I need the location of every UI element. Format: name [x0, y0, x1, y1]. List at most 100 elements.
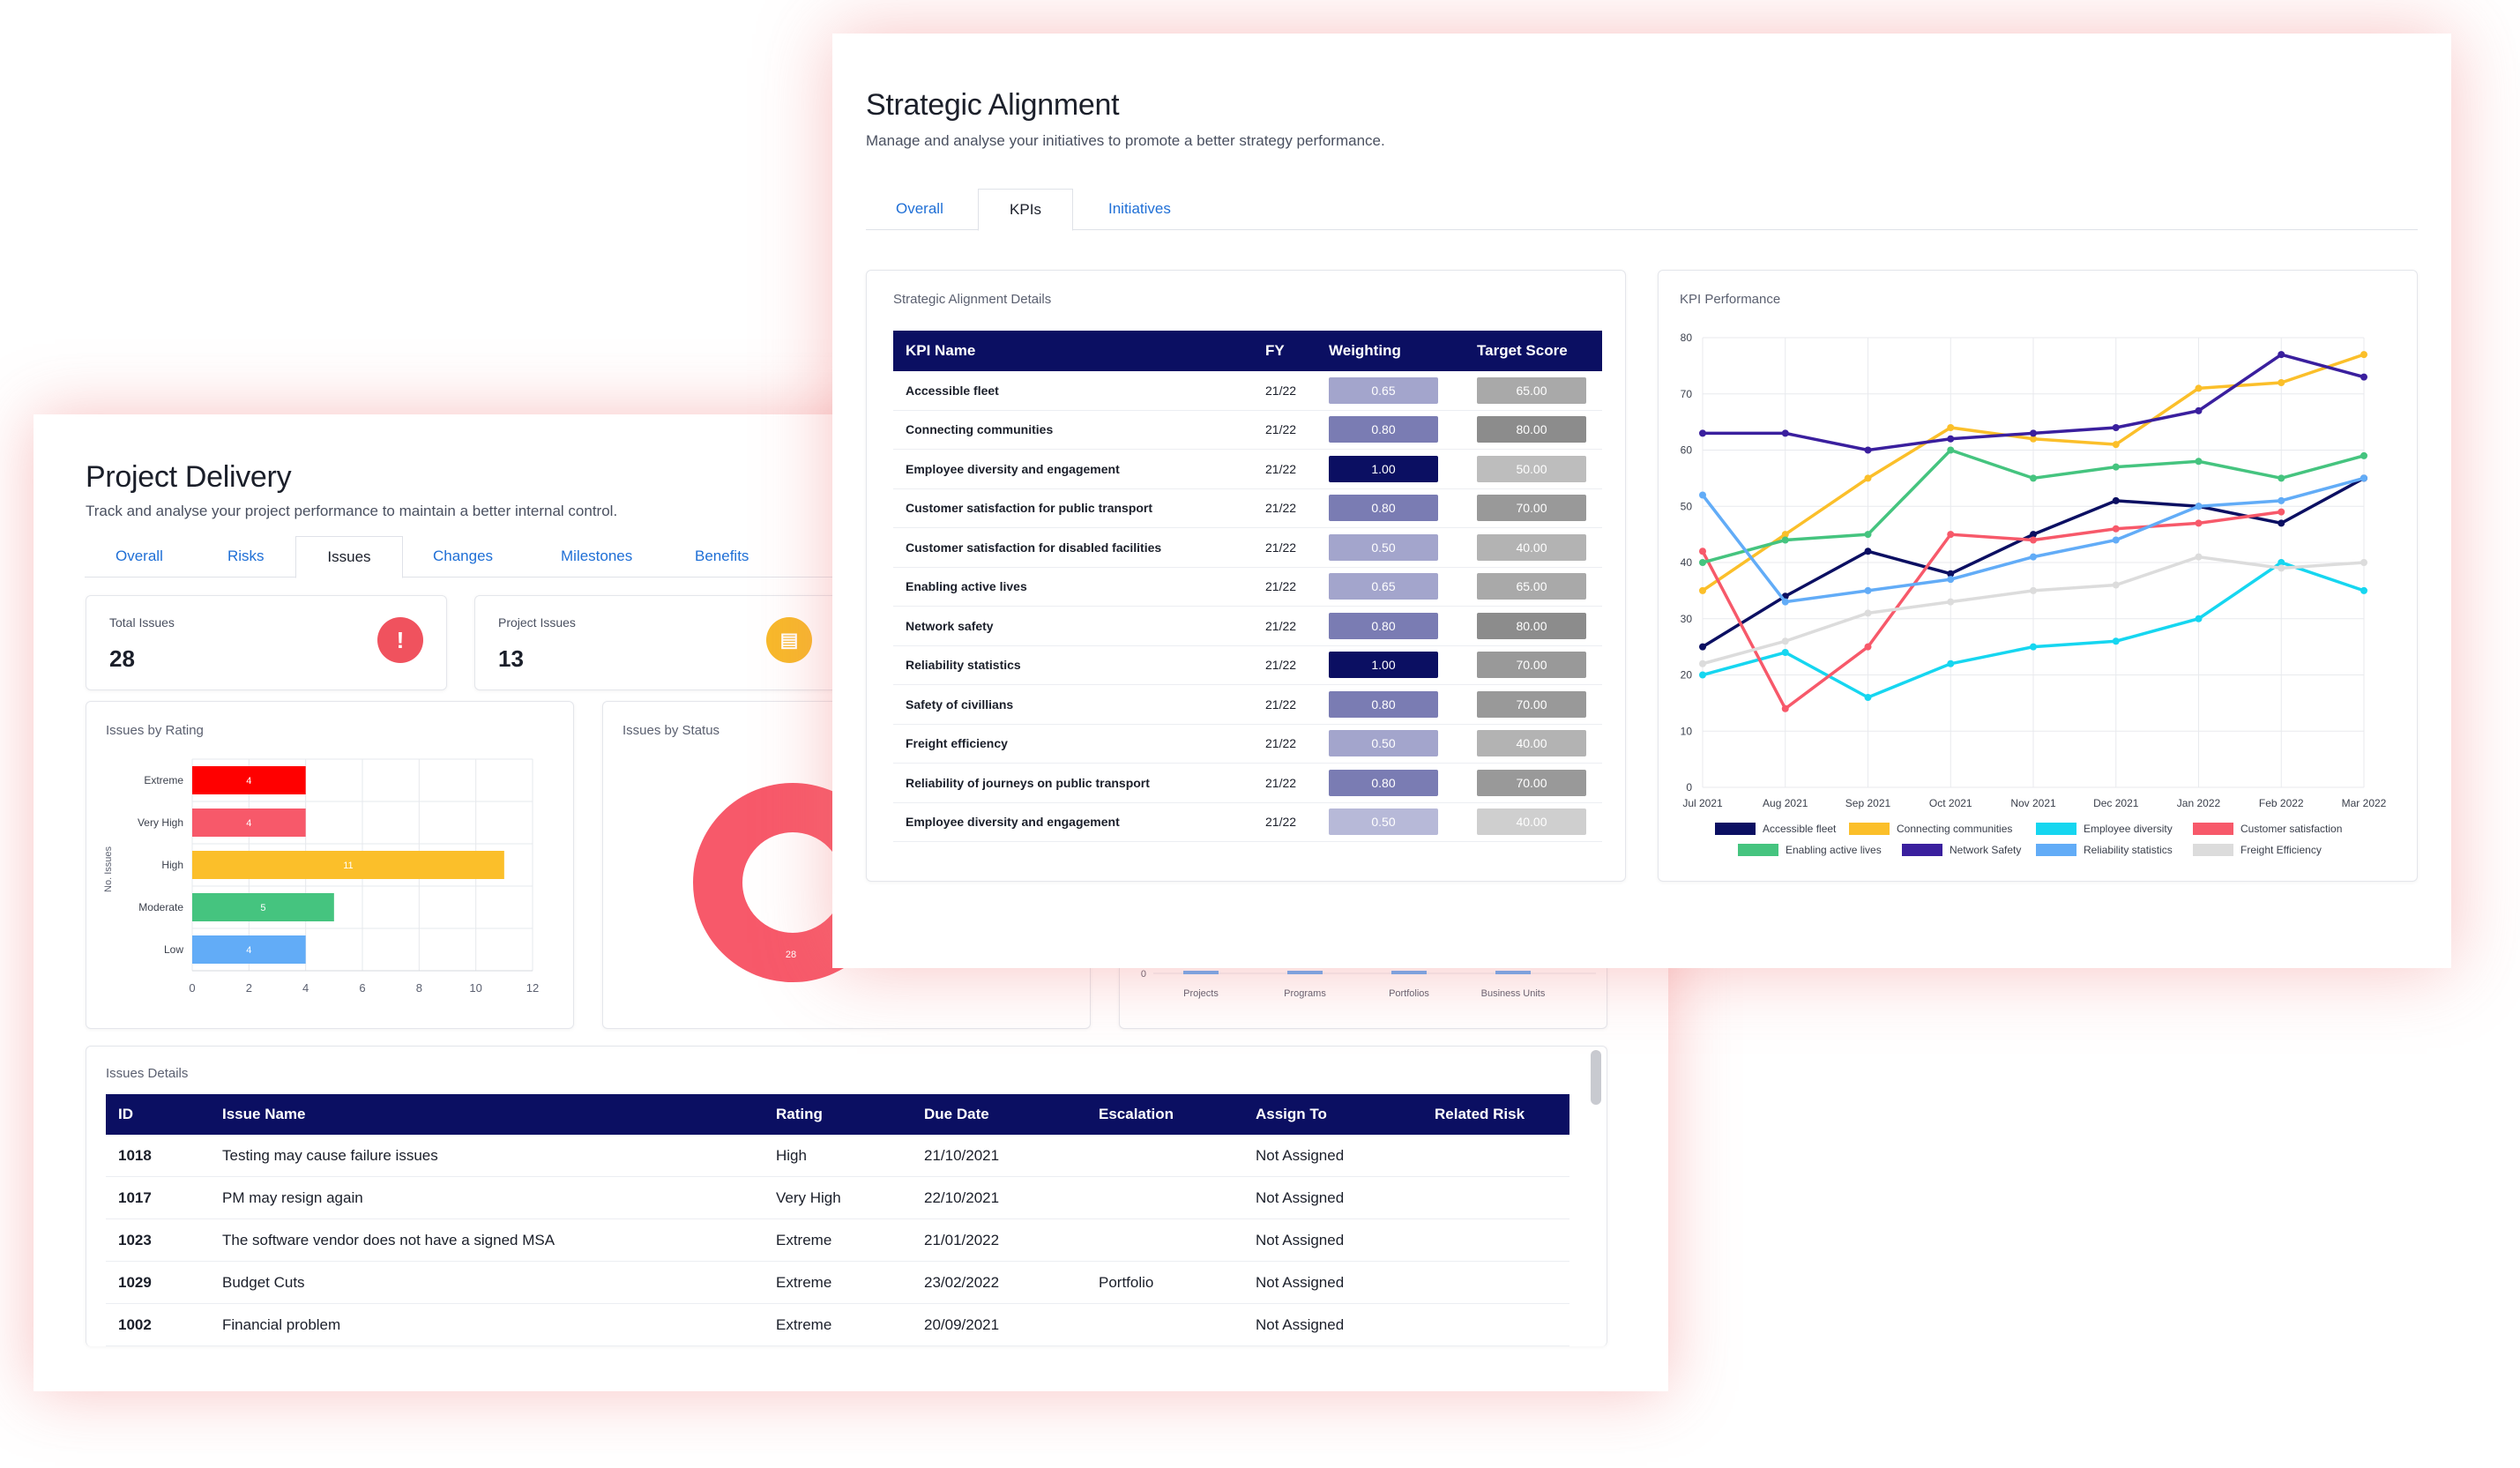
- data-point: [2278, 379, 2285, 386]
- fy-cell: 21/22: [1253, 645, 1316, 685]
- data-point: [1781, 637, 1789, 645]
- stat-label: Project Issues: [498, 615, 576, 630]
- y-tick-label: 20: [1681, 669, 1693, 682]
- column-header[interactable]: ID: [106, 1094, 210, 1135]
- kpi-name-cell: Enabling active lives: [893, 567, 1253, 607]
- table-row[interactable]: 1023 The software vendor does not have a …: [106, 1218, 1569, 1262]
- data-point: [2030, 643, 2037, 651]
- data-point: [1699, 548, 1706, 555]
- legend-label[interactable]: Connecting communities: [1897, 823, 2012, 835]
- x-tick-label: Jul 2021: [1682, 797, 1723, 809]
- table-row[interactable]: Customer satisfaction for disabled facil…: [893, 527, 1602, 568]
- column-header[interactable]: Escalation: [1086, 1094, 1243, 1135]
- fy-cell: 21/22: [1253, 763, 1316, 803]
- table-row[interactable]: Customer satisfaction for public transpo…: [893, 488, 1602, 528]
- weighting-badge: 0.65: [1329, 376, 1438, 404]
- tab-risks[interactable]: Risks: [227, 548, 265, 564]
- tab-issues[interactable]: Issues: [295, 536, 403, 578]
- tab-initiatives[interactable]: Initiatives: [1108, 200, 1171, 217]
- table-row[interactable]: 1017 PM may resign again Very High 22/10/20…: [106, 1176, 1569, 1219]
- table-row[interactable]: Safety of civillians 21/22 0.80 70.00: [893, 684, 1602, 725]
- tab-overall[interactable]: Overall: [116, 548, 163, 564]
- target-score-cell: 70.00: [1465, 488, 1602, 528]
- data-point: [1947, 531, 1955, 539]
- weighting-cell: 0.65: [1316, 567, 1465, 607]
- target-score-cell: 65.00: [1465, 567, 1602, 607]
- table-row[interactable]: Employee diversity and engagement 21/22 1.…: [893, 449, 1602, 489]
- data-point: [1947, 424, 1955, 431]
- data-point: [1699, 671, 1706, 679]
- legend-label[interactable]: Accessible fleet: [1763, 823, 1837, 835]
- column-header[interactable]: Target Score: [1465, 331, 1602, 371]
- scrollbar[interactable]: [1591, 1050, 1601, 1105]
- table-cell: 21/01/2022: [912, 1218, 1086, 1262]
- table-cell: 21/10/2021: [912, 1135, 1086, 1177]
- table-row[interactable]: Accessible fleet 21/22 0.65 65.00: [893, 371, 1602, 411]
- legend-label[interactable]: Reliability statistics: [2084, 844, 2173, 856]
- target-score-badge: 80.00: [1477, 416, 1586, 443]
- column-header[interactable]: KPI Name: [893, 331, 1253, 371]
- column-header[interactable]: Issue Name: [210, 1094, 764, 1135]
- data-point: [2278, 559, 2285, 566]
- column-header[interactable]: Related Risk: [1422, 1094, 1569, 1135]
- tab-milestones[interactable]: Milestones: [561, 548, 633, 564]
- page-subtitle: Track and analyse your project performan…: [86, 503, 618, 519]
- column-header[interactable]: Rating: [764, 1094, 912, 1135]
- x-tick-label: Business Units: [1481, 988, 1546, 999]
- target-score-badge: 50.00: [1477, 455, 1586, 482]
- table-cell: [1422, 1135, 1569, 1177]
- table-row[interactable]: Reliability statistics 21/22 1.00 70.00: [893, 645, 1602, 685]
- column-header[interactable]: Assign To: [1243, 1094, 1422, 1135]
- table-cell: [1086, 1218, 1243, 1262]
- table-row[interactable]: Employee diversity and engagement 21/22 0.…: [893, 802, 1602, 842]
- target-score-badge: 65.00: [1477, 573, 1586, 600]
- data-point: [1947, 576, 1955, 584]
- legend-swatch: [2193, 844, 2233, 856]
- target-score-badge: 70.00: [1477, 495, 1586, 522]
- target-score-badge: 70.00: [1477, 769, 1586, 796]
- issues-by-rating-card: Issues by Rating No. Issues 0 2 4 6 8 10 12 Ext…: [86, 701, 574, 1029]
- legend-label[interactable]: Freight Efficiency: [2240, 844, 2322, 856]
- legend-label[interactable]: Network Safety: [1950, 844, 2021, 856]
- tab-changes[interactable]: Changes: [433, 548, 494, 564]
- weighting-badge: 0.65: [1329, 573, 1438, 600]
- tab-benefits[interactable]: Benefits: [695, 548, 749, 564]
- table-row[interactable]: 1018 Testing may cause failure issues High…: [106, 1135, 1569, 1177]
- target-score-cell: 70.00: [1465, 763, 1602, 803]
- column-header[interactable]: Due Date: [912, 1094, 1086, 1135]
- legend-swatch: [2193, 823, 2233, 835]
- column-header[interactable]: FY: [1253, 331, 1316, 371]
- data-point: [2195, 519, 2203, 527]
- strategic-alignment-details-card: Strategic Alignment Details KPI Name FY …: [866, 270, 1626, 882]
- weighting-cell: 0.80: [1316, 488, 1465, 528]
- target-score-cell: 70.00: [1465, 645, 1602, 685]
- target-score-badge: 70.00: [1477, 690, 1586, 718]
- table-row[interactable]: Network safety 21/22 0.80 80.00: [893, 606, 1602, 646]
- data-point: [2195, 384, 2203, 392]
- table-row[interactable]: 1029 Budget Cuts Extreme 23/02/2022 Portfoli…: [106, 1261, 1569, 1304]
- table-cell: [1422, 1261, 1569, 1304]
- alert-icon: !: [377, 617, 423, 663]
- table-row[interactable]: Enabling active lives 21/22 0.65 65.00: [893, 567, 1602, 607]
- legend-label[interactable]: Enabling active lives: [1786, 844, 1882, 856]
- total-issues-card: Total Issues 28 !: [86, 595, 447, 690]
- table-row[interactable]: Freight efficiency 21/22 0.50 40.00: [893, 724, 1602, 764]
- legend-label[interactable]: Employee diversity: [2084, 823, 2173, 835]
- weighting-badge: 0.50: [1329, 809, 1438, 836]
- data-point: [1864, 643, 1872, 651]
- fy-cell: 21/22: [1253, 606, 1316, 646]
- legend-label[interactable]: Customer satisfaction: [2240, 823, 2342, 835]
- data-point: [2112, 496, 2120, 504]
- data-point: [1864, 586, 1872, 594]
- bar-programs: [1287, 971, 1323, 974]
- y-axis-label: No. Issues: [103, 846, 114, 892]
- table-row[interactable]: Reliability of journeys on public transp…: [893, 763, 1602, 803]
- fy-cell: 21/22: [1253, 527, 1316, 568]
- table-row[interactable]: Connecting communities 21/22 0.80 80.00: [893, 410, 1602, 450]
- column-header[interactable]: Weighting: [1316, 331, 1465, 371]
- target-score-badge: 40.00: [1477, 809, 1586, 836]
- legend-swatch: [1738, 844, 1778, 856]
- table-row[interactable]: 1002 Financial problem Extreme 20/09/2021 No…: [106, 1303, 1569, 1346]
- tab-kpis[interactable]: KPIs: [978, 189, 1073, 231]
- tab-overall[interactable]: Overall: [896, 200, 943, 217]
